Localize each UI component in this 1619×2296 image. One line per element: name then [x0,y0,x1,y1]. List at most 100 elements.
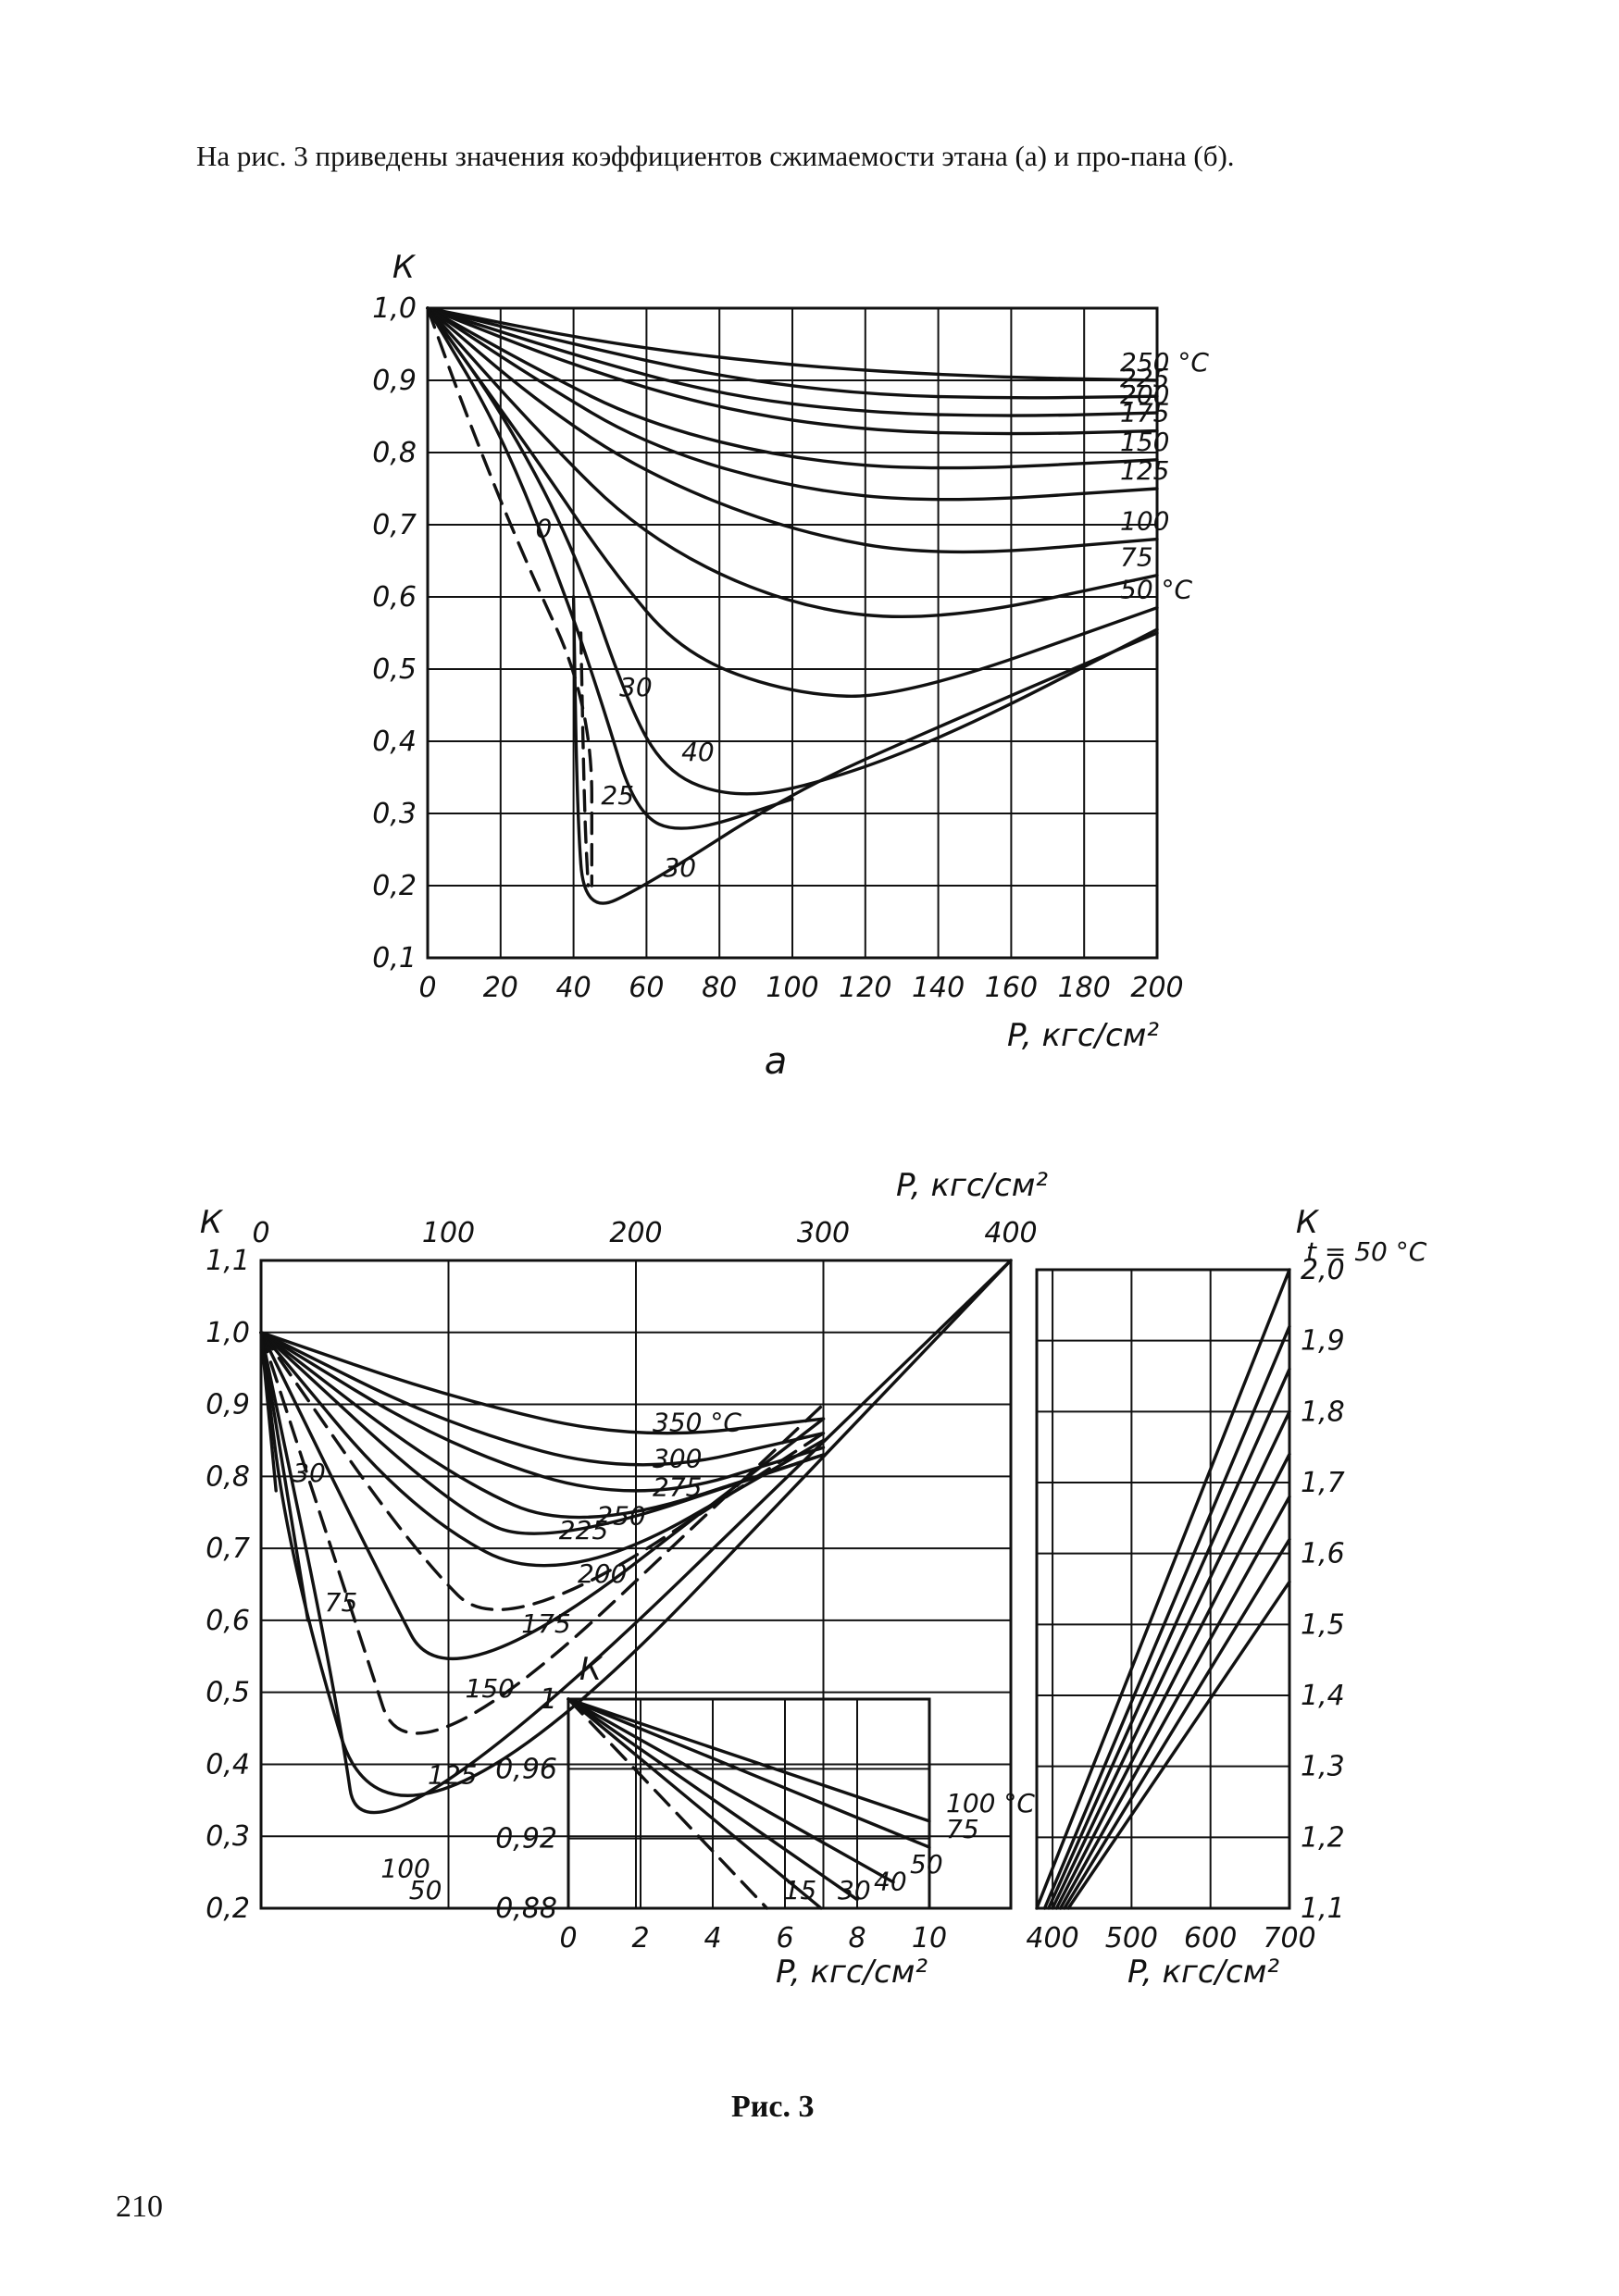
series-line-1-4 [426,306,1159,436]
x-tick-label: 0 [252,1217,269,1249]
y-tick-label: 2,0 [1301,1254,1345,1286]
y-tick-label: 0,88 [495,1893,557,1925]
y-axis-label: К [392,249,417,286]
series-line-4-4 [1051,1409,1291,1910]
series-line-1-13 [579,631,591,887]
series-line-4-1 [1035,1268,1291,1910]
x-tick-label: 400 [1026,1922,1078,1955]
series-label: 225 [559,1515,608,1545]
series-line-3-6 [567,1697,769,1910]
series-label: 225 [1120,363,1169,393]
series-label: 30 [838,1875,871,1905]
x-tick-label: 200 [609,1217,662,1249]
series-line-1-10 [426,306,1159,796]
y-tick-label: 0,4 [205,1748,250,1781]
series-line-1-14 [571,595,1159,905]
y-tick-label: 1,6 [1301,1538,1345,1570]
x-axis-label: P, кгс/см² [1127,1954,1279,1991]
series-line-1-2 [426,306,1159,400]
chart-panel-1: 0 20 40 60 80 100 120 140 160 180 200 0,1 0,2 0,3 0,4 0… [372,249,1209,1083]
series-label: 75 [325,1587,358,1618]
series-label: 30 [619,672,653,702]
x-tick-label: 500 [1105,1922,1158,1955]
series-label: 150 [466,1673,515,1704]
y-tick-label: 0,5 [372,653,417,686]
x-tick-label: 2 [631,1922,649,1955]
series-label: 200 [1120,379,1169,410]
series-label: 50 [910,1849,943,1880]
x-tick-label: 0 [418,972,436,1004]
y-tick-label: 1,9 [1301,1325,1345,1358]
series-label: 100 [380,1854,430,1884]
x-tick-label: 0 [559,1922,577,1955]
series-line-1-3 [426,306,1159,417]
series-line-1-6 [426,306,1159,502]
y-tick-label: 1,8 [1301,1396,1345,1428]
x-tick-label: 6 [776,1922,793,1955]
series-line-2-1 [259,1331,826,1435]
series-label: 100 [1120,506,1169,537]
series-line-3-5 [567,1697,823,1910]
series-line-2-12 [259,1259,1013,1797]
x-tick-label: 140 [912,972,965,1004]
x-tick-label: 100 [422,1217,475,1249]
y-axis-label: К [200,1204,224,1241]
x-tick-label: 20 [483,972,518,1004]
series-label: 250 °C [1120,347,1209,378]
series-line-2-6 [259,1331,826,1568]
x-tick-label: 200 [1130,972,1183,1004]
x-tick-label: 80 [702,972,737,1004]
series-line-4-8 [1066,1580,1291,1910]
series-label: 40 [681,737,715,767]
series-line-1-7 [426,306,1159,554]
x-tick-label: 60 [629,972,664,1004]
intro-paragraph: На рис. 3 приведены значения коэффициент… [196,140,1235,172]
series-line-4-6 [1058,1495,1291,1910]
y-tick-label: 0,3 [372,798,417,830]
series-label: 350 °C [653,1407,741,1437]
x-axis-label: P, кгс/см² [896,1167,1048,1204]
figure-caption: Рис. 3 [731,2090,815,2124]
y-tick-label: 0,2 [205,1893,250,1925]
y-axis-label: К [1296,1204,1320,1241]
y-tick-label: 1,4 [1301,1680,1345,1712]
y-axis-label: К [579,1651,604,1688]
series-line-3-1 [567,1697,931,1823]
x-axis-label: P, кгс/см² [1007,1017,1159,1054]
y-tick-label: 1 [540,1683,557,1716]
series-line-2-13 [259,1331,278,1493]
y-tick-label: 0,96 [495,1753,557,1785]
series-line-1-12 [426,306,594,887]
chart-panel-3: 0 2 4 6 8 10 0,88 0,92 0,96 1 P, кгс/см² К 100 °C755… [495,1651,1035,1991]
y-tick-label: 0,9 [372,365,417,397]
series-label: 30 [293,1458,326,1488]
series-label: 40 [874,1867,907,1897]
series-line-1-8 [426,306,1159,619]
series-label: 125 [1120,455,1169,486]
series-line-2-9 [259,1331,826,1735]
series-label: 100 °C [946,1788,1035,1818]
series-line-4-3 [1047,1367,1291,1910]
series-label: 25 [601,780,634,811]
series-line-1-5 [426,306,1159,470]
series-label: 50 °C [1120,575,1193,605]
y-tick-label: 0,9 [205,1389,250,1421]
y-tick-label: 1,0 [372,292,417,325]
y-tick-label: 1,2 [1301,1821,1345,1854]
series-label: t = 50 °C [1306,1236,1427,1267]
x-tick-label: 40 [556,972,592,1004]
series-line-3-3 [567,1697,895,1884]
y-tick-label: 0,2 [372,870,417,902]
series-line-4-5 [1054,1452,1291,1910]
y-tick-label: 0,3 [205,1820,250,1853]
y-tick-label: 0,8 [372,437,417,469]
y-tick-label: 1,0 [205,1317,250,1349]
x-tick-label: 400 [984,1217,1037,1249]
x-tick-label: 700 [1263,1922,1315,1955]
x-tick-label: 160 [985,972,1038,1004]
series-line-2-10 [259,1259,1013,1815]
series-label: 175 [1120,398,1169,428]
y-tick-label: 1,1 [1301,1893,1345,1925]
series-label: 50 [409,1875,442,1905]
